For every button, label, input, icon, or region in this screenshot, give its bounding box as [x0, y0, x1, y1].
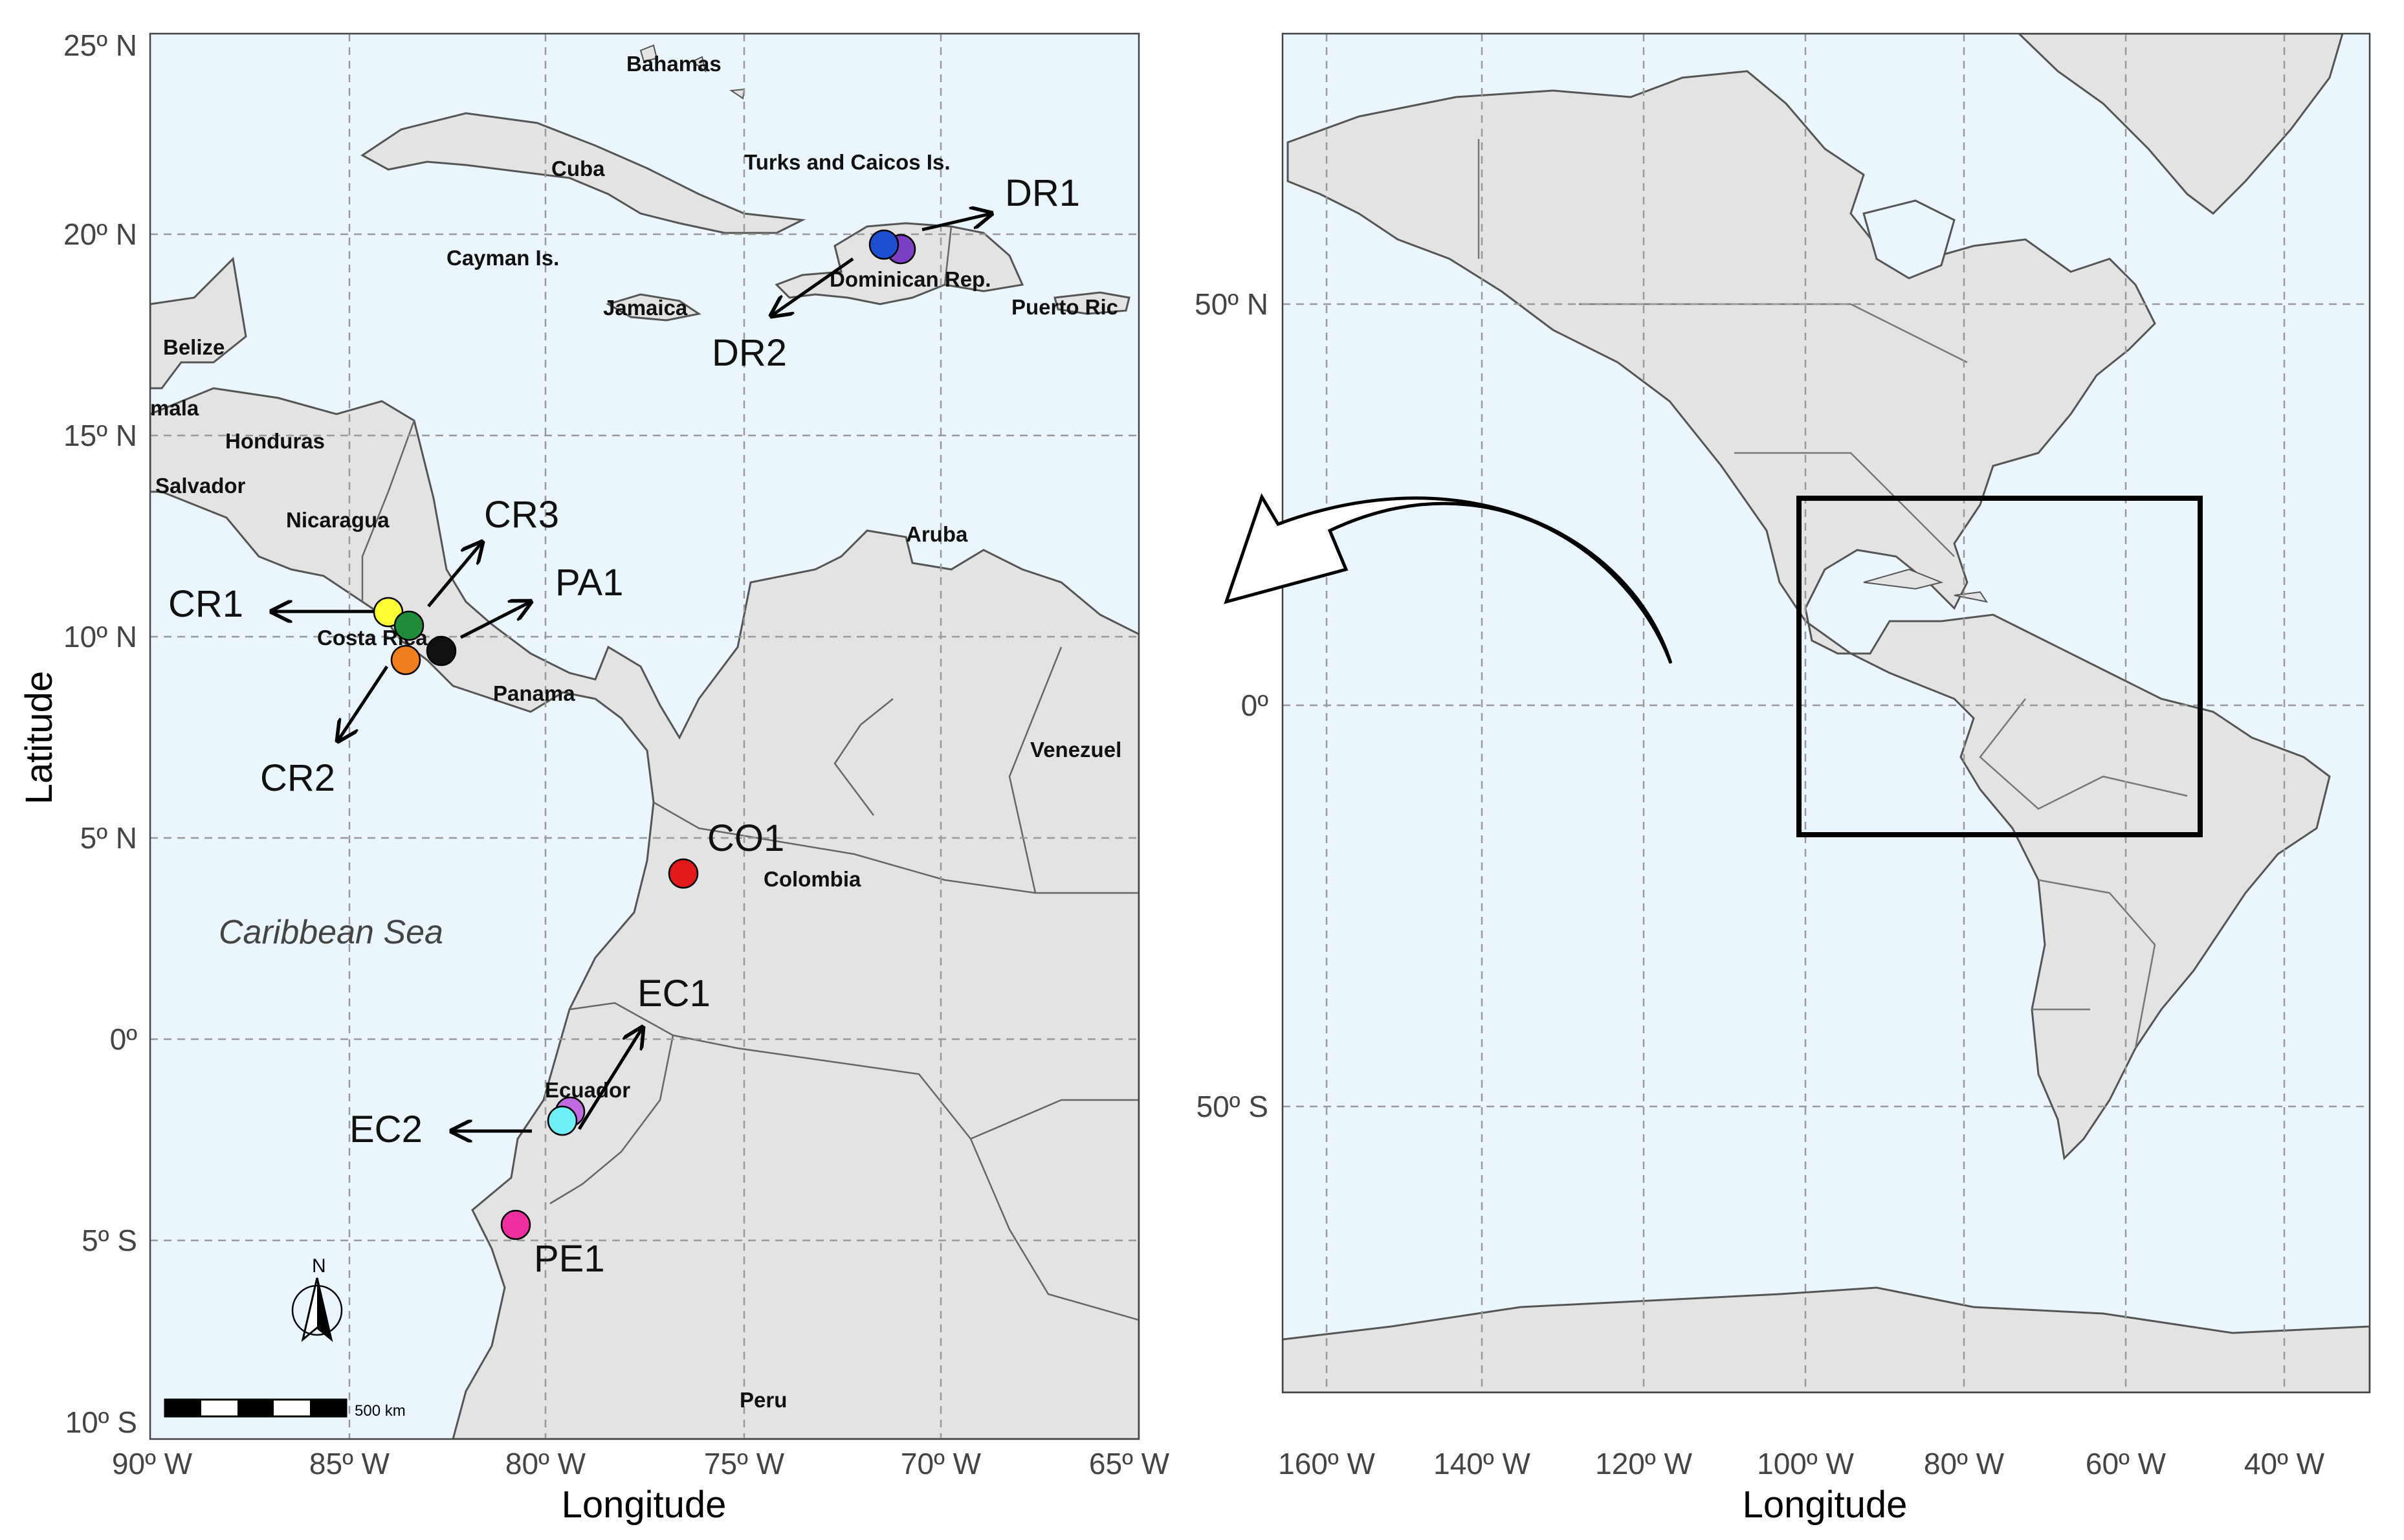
curved-pointer-arrow: [1224, 493, 1673, 664]
site-cr2-point: [390, 644, 421, 676]
label-ecuador: Ecuador: [545, 1078, 630, 1102]
x-tick-75w: 75º W: [704, 1447, 785, 1480]
r-x-tick-80w: 80º W: [1924, 1447, 2005, 1480]
r-y-tick-50s: 50º S: [1196, 1090, 1268, 1123]
y-tick-15n: 15º N: [63, 419, 137, 452]
label-honduras: Honduras: [225, 429, 325, 453]
land-greenland: [2017, 34, 2344, 215]
site-cr3-point: [393, 610, 425, 641]
arrow-cr3: [427, 542, 482, 608]
site-pe1-point: [500, 1209, 531, 1240]
y-tick-5n: 5º N: [80, 821, 137, 855]
y-tick-20n: 20º N: [63, 217, 137, 251]
land-puerto-rico: [1053, 291, 1130, 315]
r-y-tick-50n: 50º N: [1195, 287, 1268, 321]
label-nicaragua: Nicaragua: [286, 508, 390, 532]
r-x-tick-100w: 100º W: [1757, 1447, 1854, 1480]
y-tick-5s: 5º S: [82, 1224, 137, 1257]
label-dominican-rep: Dominican Rep.: [830, 267, 991, 291]
north-arrow-icon: N: [291, 1255, 343, 1342]
label-venezuela: Venezuel: [1030, 738, 1121, 762]
right-map-frame: [1281, 32, 2371, 1394]
r-x-tick-160w: 160º W: [1278, 1447, 1375, 1480]
left-x-axis-label: Longitude: [562, 1484, 727, 1526]
right-x-axis-label: Longitude: [1743, 1484, 1908, 1526]
r-y-tick-0: 0º: [1241, 688, 1269, 722]
land-jamaica: [606, 293, 701, 322]
label-guatemala: mala: [150, 396, 199, 420]
label-caribbean-sea: Caribbean Sea: [219, 914, 443, 951]
r-x-tick-120w: 120º W: [1595, 1447, 1692, 1480]
arrow-cr2: [338, 665, 389, 741]
left-map-frame: [149, 32, 1140, 1440]
site-pa1-point: [426, 635, 457, 666]
label-peru: Peru: [740, 1388, 787, 1412]
label-turks-caicos: Turks and Caicos Is.: [744, 150, 951, 174]
label-cuba: Cuba: [551, 157, 605, 181]
left-y-axis-label: Latitude: [18, 671, 60, 804]
scale-bar: 500 km: [164, 1398, 406, 1420]
land-antarctica: [1283, 1286, 2370, 1392]
y-tick-10s: 10º S: [65, 1405, 137, 1439]
y-tick-0: 0º: [110, 1022, 138, 1056]
left-map: Bahamas Cuba Turks and Caicos Is. Cayman…: [18, 28, 1170, 1526]
site-dr2-point: [868, 229, 899, 260]
site-ec1-label: EC1: [637, 973, 711, 1015]
site-cr3-label: CR3: [484, 494, 559, 536]
r-x-tick-60w: 60º W: [2086, 1447, 2167, 1480]
x-tick-85w: 85º W: [309, 1447, 390, 1480]
site-cr1-label: CR1: [168, 583, 243, 625]
label-colombia: Colombia: [764, 867, 861, 891]
site-cr1-point: [373, 597, 404, 628]
arrow-dr1: [921, 214, 991, 232]
label-bahamas: Bahamas: [626, 52, 722, 76]
site-dr1-label: DR1: [1005, 172, 1080, 214]
x-tick-65w: 65º W: [1089, 1447, 1170, 1480]
site-co1-label: CO1: [707, 817, 784, 859]
r-x-tick-140w: 140º W: [1433, 1447, 1530, 1480]
site-cr2-label: CR2: [260, 757, 335, 799]
label-puerto-rico: Puerto Ric: [1011, 295, 1118, 319]
site-dr2-label: DR2: [712, 332, 787, 374]
r-x-tick-40w: 40º W: [2244, 1447, 2325, 1480]
x-tick-90w: 90º W: [112, 1447, 193, 1480]
site-co1-point: [668, 858, 699, 889]
study-area-box: [1796, 496, 2203, 837]
x-tick-70w: 70º W: [901, 1447, 982, 1480]
site-pa1-label: PA1: [555, 562, 623, 604]
water-hudson-bay: [1862, 199, 1956, 280]
label-cayman: Cayman Is.: [447, 246, 559, 270]
land-americas: [1286, 70, 2331, 1161]
label-jamaica: Jamaica: [603, 296, 688, 320]
y-tick-25n: 25º N: [63, 28, 137, 62]
scale-bar-label: 500 km: [355, 1402, 406, 1420]
site-pe1-label: PE1: [534, 1238, 605, 1280]
site-ec2-point: [547, 1105, 578, 1136]
north-arrow-label: N: [312, 1255, 326, 1277]
land-cuba: [360, 112, 806, 234]
arrow-ec1: [577, 1028, 643, 1130]
land-caribbean-islands: [1863, 568, 1989, 603]
x-tick-80w: 80º W: [505, 1447, 586, 1480]
site-ec2-label: EC2: [349, 1108, 423, 1150]
label-belize: Belize: [163, 335, 225, 359]
label-aruba: Aruba: [906, 522, 968, 546]
label-panama: Panama: [493, 681, 575, 705]
arrow-pa1: [459, 602, 531, 639]
arrow-dr2: [771, 257, 854, 316]
right-map: 50º N 0º 50º S 160º W 140º W 120º W 100º…: [1195, 32, 2371, 1526]
label-salvador: Salvador: [155, 474, 246, 498]
y-tick-10n: 10º N: [63, 620, 137, 654]
